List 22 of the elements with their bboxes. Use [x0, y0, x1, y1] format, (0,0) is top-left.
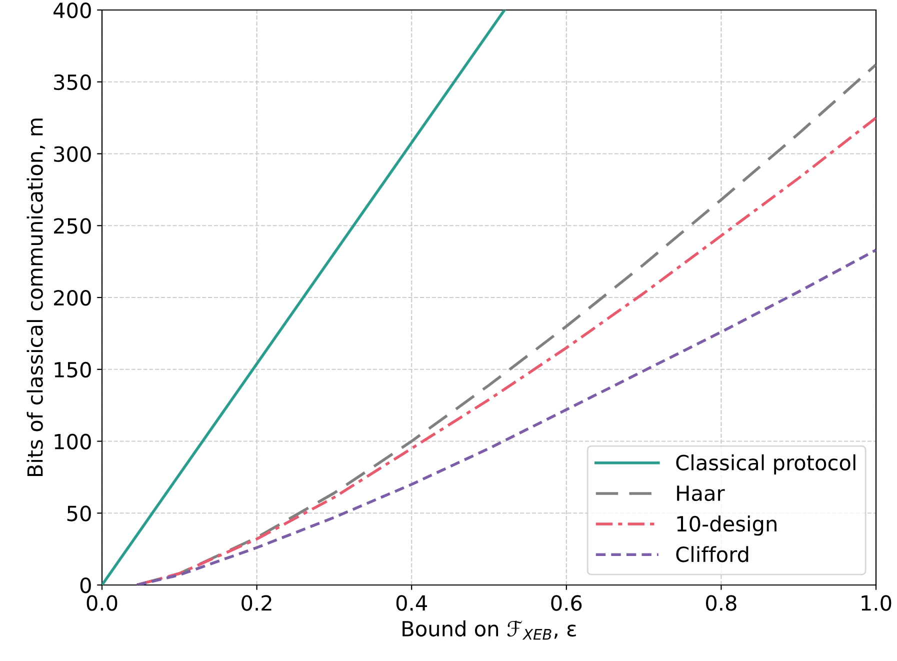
y-tick-label: 350 [54, 74, 91, 90]
y-tick-label: 100 [54, 434, 91, 450]
y-tick-label: 300 [54, 146, 91, 162]
legend-label: Clifford [676, 546, 748, 562]
legend-label: Classical protocol [676, 454, 856, 475]
y-tick-label: 50 [67, 506, 91, 522]
legend-label: 10-design [677, 516, 776, 536]
x-tick-label: 0.2 [242, 595, 272, 611]
y-tick-label: 150 [54, 362, 91, 378]
y-tick-label: 400 [54, 2, 91, 18]
line-series [135, 248, 876, 585]
x-axis-title: Bound on ℱ$_{XEB}$, ε [402, 620, 576, 640]
y-axis-title: Bits of classical communication, m [26, 118, 46, 476]
x-tick-label: 0.0 [86, 595, 118, 611]
x-tick-label: 0.8 [706, 595, 736, 611]
x-tick-label: 0.6 [551, 595, 582, 611]
y-tick-label: 200 [54, 290, 91, 306]
x-tick-label: 1.0 [862, 595, 892, 611]
y-tick-label: 250 [54, 218, 91, 234]
legend-label: Haar [677, 486, 725, 502]
x-tick-label: 0.4 [396, 595, 427, 611]
y-tick-label: 0 [80, 577, 91, 594]
